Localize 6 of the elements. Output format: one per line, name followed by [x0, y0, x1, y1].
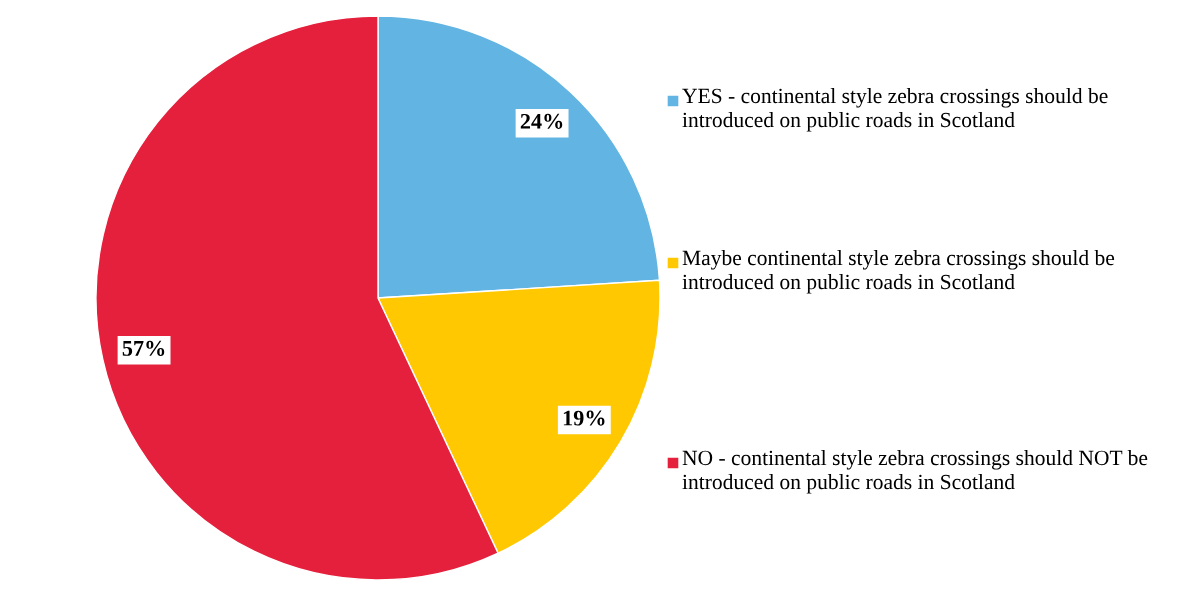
data-label: 57% — [122, 340, 165, 356]
legend-label: NO - continental style zebra crossings should NOT be introduced on public roads in Scotland — [682, 450, 1148, 494]
legend-label: YES - continental style zebra crossings should be introduced on public roads in Scotland — [682, 88, 1108, 132]
data-label: 19% — [563, 410, 605, 426]
data-label: 24% — [520, 113, 563, 129]
legend-label: Maybe continental style zebra crossings should be introduced on public roads in Scotland — [682, 250, 1115, 294]
